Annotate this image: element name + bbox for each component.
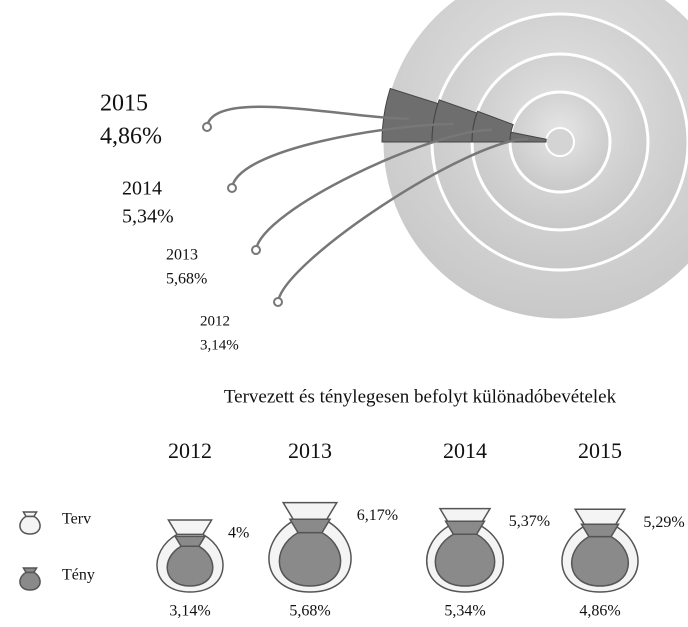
category-label: 2015 [578, 438, 622, 463]
callout-dot [227, 183, 237, 193]
bag-body [166, 545, 214, 587]
category-label: 2015 [100, 91, 148, 117]
legend-icon [19, 567, 41, 591]
value-label: 3,14% [200, 337, 239, 353]
legend-icon [19, 511, 41, 535]
category-label: 2013 [166, 247, 198, 264]
callout-dot [251, 245, 261, 255]
bag-neck [573, 508, 627, 527]
teny-bag [278, 518, 342, 587]
value-label: 6,17% [357, 507, 398, 524]
bag-body [571, 535, 629, 587]
bag-neck [580, 523, 620, 538]
bag-neck [288, 518, 332, 534]
bag-body [278, 531, 342, 587]
callout-line [276, 137, 529, 303]
bag-neck [281, 501, 339, 522]
bag-neck [444, 520, 486, 535]
teny-bag [434, 520, 496, 587]
legend-label: Terv [62, 511, 91, 528]
ring-center [545, 127, 575, 157]
teny-bag [166, 535, 214, 587]
callout-dot [273, 297, 283, 307]
value-label: 4,86% [100, 124, 162, 150]
value-label: 5,34% [444, 603, 485, 620]
bag-neck [167, 519, 213, 536]
bag-body [434, 533, 496, 587]
teny-bag [571, 523, 629, 587]
bag-neck [22, 567, 38, 574]
callout-line [205, 105, 409, 128]
category-label: 2012 [168, 438, 212, 463]
bag-neck [173, 535, 207, 548]
legend-label: Tény [62, 567, 95, 584]
callout-line [230, 122, 454, 189]
value-label: 4% [228, 525, 249, 542]
category-label: 2013 [288, 438, 332, 463]
bag-body [19, 515, 41, 535]
category-label: 2014 [122, 178, 162, 200]
value-label: 5,68% [166, 271, 207, 288]
callout-dot [202, 122, 212, 132]
category-label: 2012 [200, 313, 230, 329]
value-label: 5,29% [643, 514, 684, 531]
value-label: 5,37% [509, 513, 550, 530]
bag-neck [22, 511, 38, 518]
category-label: 2014 [443, 438, 487, 463]
callout-line [254, 128, 493, 251]
bag-body [19, 571, 41, 591]
value-label: 4,86% [579, 603, 620, 620]
value-label: 5,34% [122, 206, 174, 228]
chart-title: Tervezett és ténylegesen befolyt különad… [224, 386, 617, 407]
value-label: 5,68% [289, 603, 330, 620]
value-label: 3,14% [169, 603, 210, 620]
